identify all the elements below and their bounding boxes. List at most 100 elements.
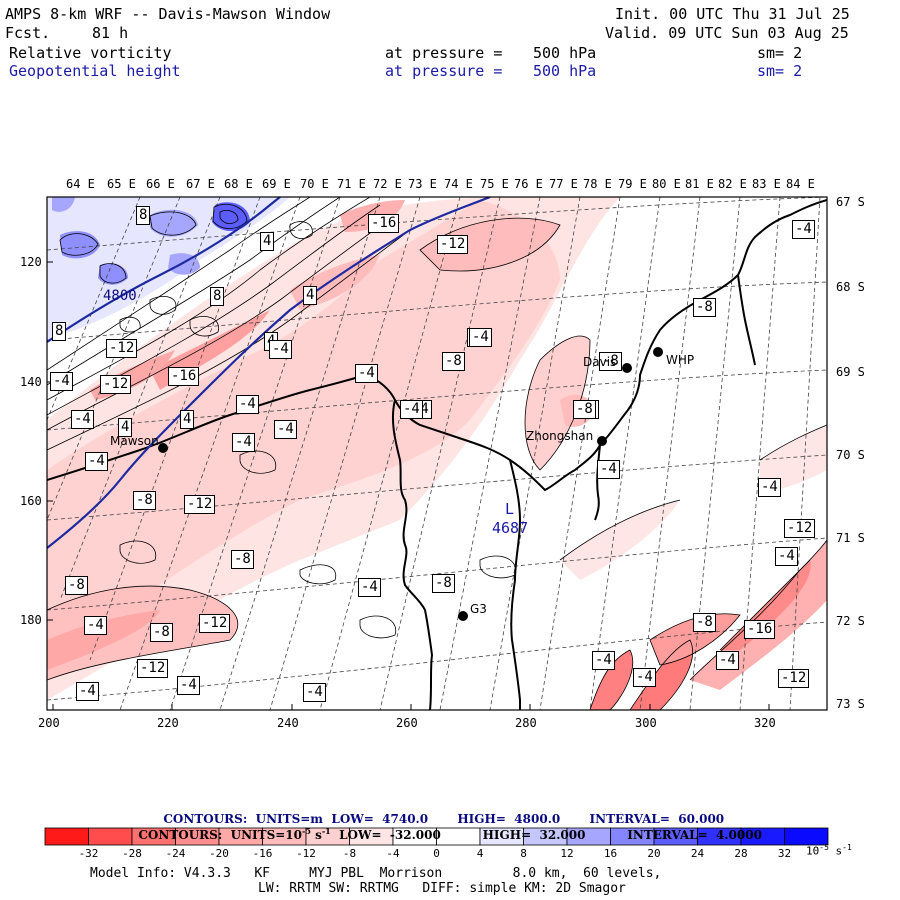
lat-label: 73 S [836,697,865,711]
vorticity-contour-label: -4 [84,616,107,635]
colorbar-tick-label: 28 [734,847,748,860]
field2-pressure: 500 hPa [533,62,597,80]
colorbar-segment [88,827,133,846]
vorticity-contour-label: -8 [432,574,455,593]
vorticity-contour-label: -12 [106,339,138,358]
vorticity-contour-label: -12 [199,614,231,633]
vorticity-contour-label: -8 [693,613,716,632]
station-label-whp: WHP [666,353,695,367]
lon-label: 80 E [652,177,681,191]
lat-label: 68 S [836,280,865,294]
colorbar-tick-label: -16 [252,847,273,860]
station-davis-dot [622,363,632,373]
station-label-zhongshan: Zhongshan [526,429,594,443]
contour-interval-label: INTERVAL= [627,828,708,842]
lon-label: 71 E [337,177,366,191]
vorticity-contour-label: -8 [150,623,173,642]
vorticity-contour-label: -4 [177,676,200,695]
vorticity-contour-label: -4 [792,220,815,239]
colorbar-tick-label: 0 [433,847,440,860]
lat-label: 70 S [836,448,865,462]
colorbar-tick-label: 16 [603,847,618,860]
x-axis-label: 320 [754,716,776,730]
field1-smoothing: sm= 2 [757,44,803,62]
header-title: AMPS 8-km WRF -- Davis-Mawson Window [5,5,331,23]
lon-label: 72 E [373,177,402,191]
vorticity-contour-label: -4 [775,547,798,566]
contour-interval-label: INTERVAL= [589,812,670,826]
colorbar-units-s: s [835,844,843,858]
vorticity-contour-label: 4 [118,418,133,437]
vorticity-contour-label: 8 [52,322,67,341]
colorbar-units-exp: -5 [819,843,829,852]
field1-pressure-label: at pressure = [385,44,503,62]
contour-high: 32.000 [539,828,586,842]
vorticity-contour-label: -12 [437,235,469,254]
forecast-hour: 81 h [92,24,129,42]
station-mawson-dot [158,443,168,453]
vorticity-contour-label: -12 [784,519,816,538]
colorbar-tick-label: -32 [78,847,99,860]
colorbar-tick-label: -4 [386,847,400,860]
contour-high: 4800.0 [514,812,561,826]
colorbar-tick-label: 8 [520,847,527,860]
vorticity-contour-label: 8 [210,287,225,306]
vorticity-contour-label: -4 [758,478,781,497]
x-axis-label: 280 [515,716,537,730]
lon-label: 66 E [146,177,175,191]
vorticity-contour-label: -4 [71,410,94,429]
lon-label: 82 E [718,177,747,191]
colorbar-units-base: 10 [806,844,820,858]
x-axis-label: 300 [635,716,657,730]
colorbar-tick-label: -8 [342,847,357,860]
vorticity-contour-label: -4 [355,364,378,383]
vorticity-contour-label: -4 [269,340,292,359]
vorticity-contour-label: 4 [180,410,195,429]
station-whp-dot [653,347,663,357]
y-axis-label: 120 [20,255,42,269]
field2-smoothing: sm= 2 [757,62,803,80]
station-label-davis: Davis [583,355,617,369]
colorbar-tick-label: -28 [122,847,142,860]
lon-label: 75 E [480,177,509,191]
vorticity-contour-label: -8 [133,491,156,510]
geopotential-height-label: 4800 [103,288,137,304]
vorticity-contour-label: -8 [65,576,88,595]
station-g3-dot [458,611,468,621]
station-label-mawson: Mawson [110,434,159,448]
lon-label: 64 E [66,177,95,191]
vorticity-contour-label: -4 [592,651,615,670]
contour-units: UNITS=10 [230,828,303,842]
station-label-g3: G3 [470,602,487,616]
coastline [47,199,827,710]
colorbar-units: 10-5 s-1 [806,843,852,858]
lon-label: 81 E [685,177,714,191]
valid-time: Valid. 09 UTC Sun 03 Aug 25 [605,24,849,42]
colorbar-segment [784,827,829,846]
contour-units-suffix: s [315,828,322,842]
vorticity-contour-label: -12 [184,495,216,514]
field2-pressure-label: at pressure = [385,62,503,80]
colorbar-tick-label: 24 [690,847,705,860]
vorticity-contour-label: -4 [400,400,423,419]
vorticity-contour-label: -4 [232,433,255,452]
vorticity-contour-label: -8 [442,352,465,371]
contour-low: 4740.0 [382,812,429,826]
vorticity-contour-label: -8 [693,298,716,317]
colorbar-tick-label: -24 [165,847,186,860]
geopotential-contours [47,197,491,549]
footer-physics-info: LW: RRTM SW: RRTMG DIFF: simple KM: 2D S… [258,881,626,896]
field2-name: Geopotential height [9,62,181,80]
contour-low: -32.000 [389,828,441,842]
vorticity-contour-label: -8 [573,400,596,419]
vorticity-contour-label: -4 [50,372,73,391]
colorbar-tick-label: 12 [560,847,574,860]
vorticity-contour-label: -4 [274,420,297,439]
x-axis-label: 240 [277,716,299,730]
colorbar-tick-label: -20 [209,847,229,860]
lon-label: 79 E [618,177,647,191]
lon-label: 74 E [444,177,473,191]
colorbar-segment [44,827,89,846]
colorbar-tick-label: 20 [647,847,661,860]
